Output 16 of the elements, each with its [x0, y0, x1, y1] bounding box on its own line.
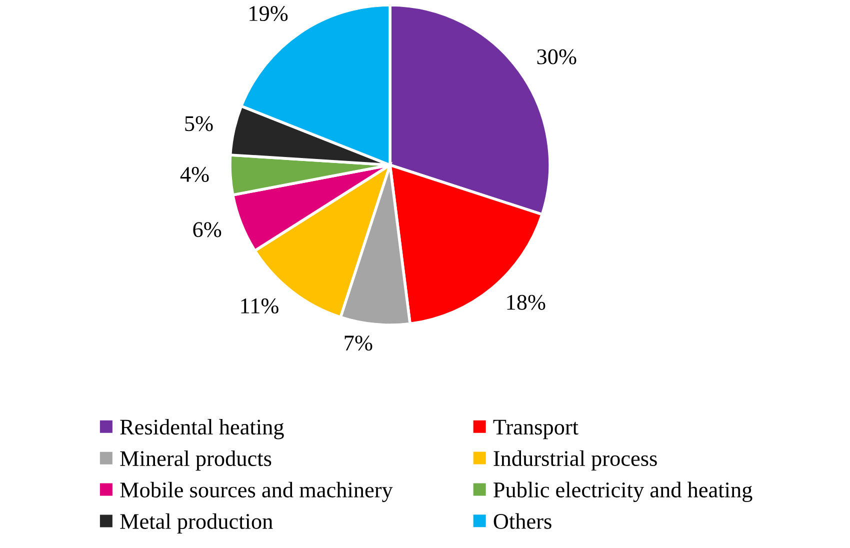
legend-label: Residental heating [120, 419, 284, 440]
legend-label: Indurstrial process [494, 450, 657, 471]
data-label: 19% [250, 6, 288, 22]
data-label: 18% [507, 294, 546, 310]
data-label: 4% [180, 166, 209, 182]
legend-label: Transport [493, 420, 578, 440]
data-label: 30% [537, 49, 576, 64]
legend-label: Mineral products [120, 450, 272, 471]
legend-label: Metal production [120, 513, 273, 534]
data-label: 11% [241, 298, 278, 314]
legend-label: Others [494, 513, 552, 529]
legend-label: Public electricity and heating [494, 482, 752, 502]
data-label: 5% [185, 116, 213, 132]
legend-label: Mobile sources and machinery [120, 482, 393, 502]
data-label: 7% [344, 336, 372, 351]
data-label: 6% [193, 222, 222, 238]
